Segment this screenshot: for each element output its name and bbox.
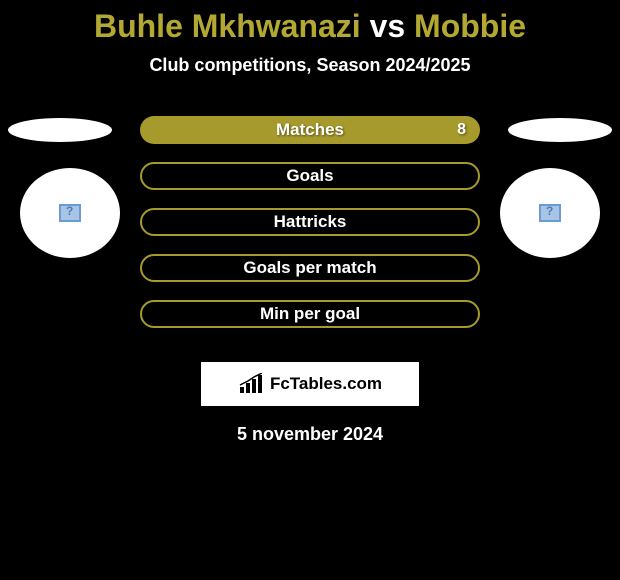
comparison-title: Buhle Mkhwanazi vs Mobbie (0, 8, 620, 45)
player1-avatar (20, 168, 120, 258)
comparison-area: Matches 8 Goals Hattricks Goals per matc… (0, 116, 620, 356)
stat-row-goals: Goals (140, 162, 480, 190)
stat-value-right: 8 (457, 121, 466, 139)
stat-row-goals-per-match: Goals per match (140, 254, 480, 282)
logo-content: FcTables.com (238, 373, 382, 395)
stat-label: Goals per match (243, 258, 376, 278)
player2-name: Mobbie (414, 8, 526, 44)
date-text: 5 november 2024 (0, 424, 620, 445)
logo-text: FcTables.com (270, 374, 382, 394)
stat-row-matches: Matches 8 (140, 116, 480, 144)
stat-label: Goals (286, 166, 333, 186)
player2-avatar (500, 168, 600, 258)
player2-ellipse (508, 118, 612, 142)
vs-text: vs (370, 8, 406, 44)
placeholder-icon (539, 204, 561, 222)
stat-label: Matches (276, 120, 344, 140)
stats-column: Matches 8 Goals Hattricks Goals per matc… (140, 116, 480, 346)
stat-label: Hattricks (274, 212, 347, 232)
placeholder-icon (59, 204, 81, 222)
stat-row-hattricks: Hattricks (140, 208, 480, 236)
stat-row-min-per-goal: Min per goal (140, 300, 480, 328)
bars-icon (238, 373, 266, 395)
player1-ellipse (8, 118, 112, 142)
player1-name: Buhle Mkhwanazi (94, 8, 361, 44)
subtitle: Club competitions, Season 2024/2025 (0, 55, 620, 76)
logo-box: FcTables.com (201, 362, 419, 406)
stat-label: Min per goal (260, 304, 360, 324)
